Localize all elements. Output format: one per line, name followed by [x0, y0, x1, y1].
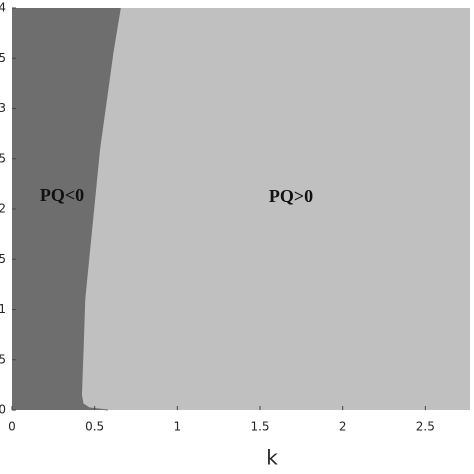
x-tick-label: 1 — [174, 420, 182, 434]
x-axis-title: k — [266, 446, 278, 470]
x-tick-label: 0.5 — [85, 420, 104, 434]
boundary — [80, 7, 121, 411]
y-tick-label: 1 — [0, 302, 6, 316]
y-tick-label: 0.5 — [0, 352, 6, 366]
x-tick-label: 2 — [339, 420, 347, 434]
x-tick-label: 2.5 — [416, 420, 435, 434]
x-tick-label: 1.5 — [250, 420, 269, 434]
region-label: PQ<0 — [40, 185, 84, 205]
y-tick-label: 2.5 — [0, 151, 6, 165]
y-tick-label: 3.5 — [0, 51, 6, 65]
y-tick-label: 2 — [0, 202, 6, 216]
y-tick-label: 4 — [0, 1, 6, 15]
y-tick-label: 1.5 — [0, 252, 6, 266]
x-tick-label: 0 — [8, 420, 16, 434]
region-fill — [12, 8, 121, 410]
region-label: PQ>0 — [269, 186, 313, 206]
y-tick-label: 0 — [0, 403, 6, 417]
y-tick-label: 3 — [0, 101, 6, 115]
